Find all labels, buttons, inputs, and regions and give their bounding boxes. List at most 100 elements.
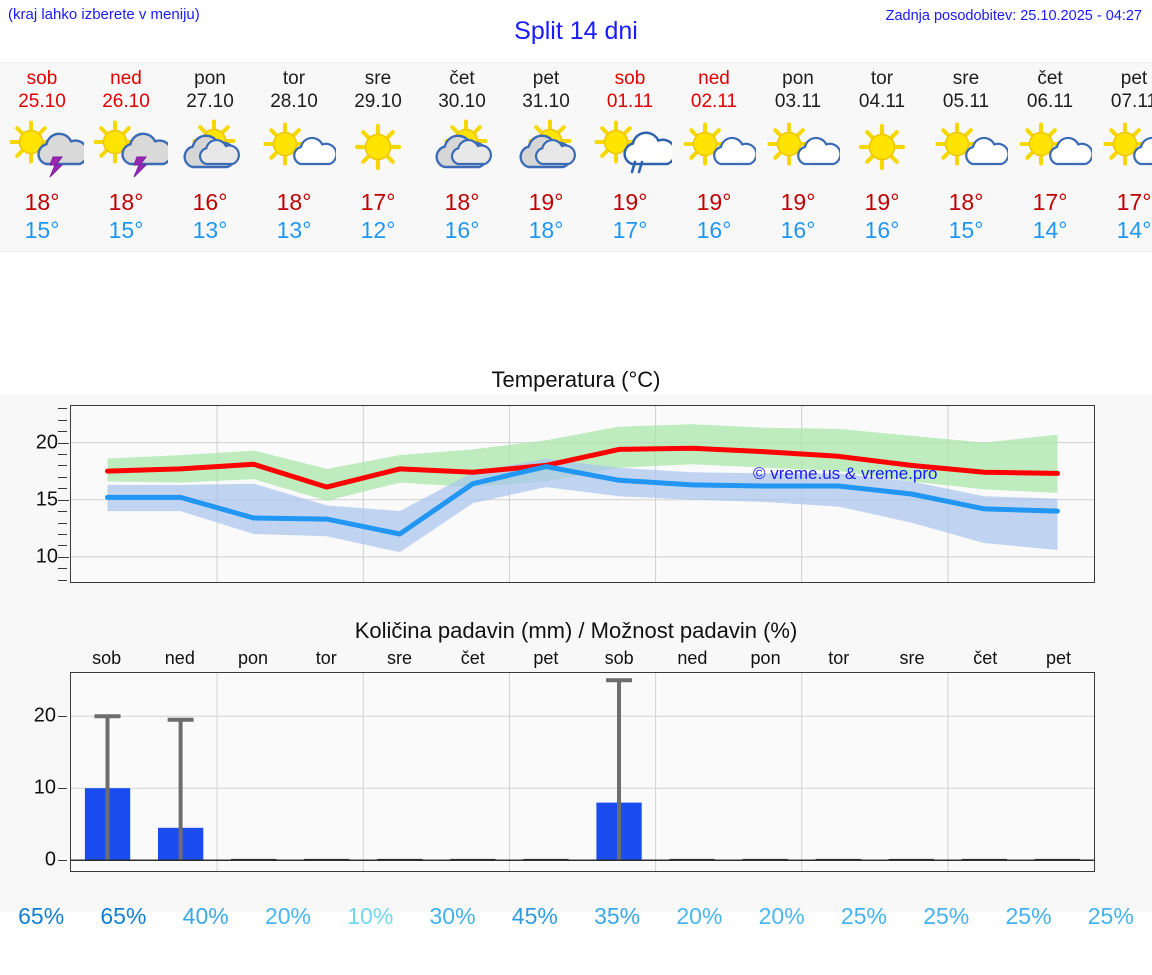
precipitation-day-label: sob bbox=[92, 648, 122, 668]
precipitation-axis-label: 10 bbox=[33, 776, 56, 799]
forecast-day-cell[interactable]: ned 26.10 18° 15° bbox=[84, 63, 168, 251]
forecast-day-cell[interactable]: ned 02.11 19° 16° bbox=[672, 63, 756, 251]
forecast-day-cell[interactable]: sre 29.10 17° 12° bbox=[336, 63, 420, 251]
sun-cloud-thunder-icon bbox=[0, 117, 84, 179]
precipitation-day-label: sob bbox=[604, 648, 634, 668]
forecast-day-cell[interactable]: sob 01.11 19° 17° bbox=[588, 63, 672, 251]
day-date-label: 01.11 bbox=[606, 91, 654, 112]
precipitation-probability-label: 25% bbox=[840, 903, 887, 929]
precipitation-y-axis: 0 10 20 bbox=[0, 672, 67, 872]
temperature-axis-tick bbox=[58, 511, 67, 513]
day-of-week-label: ned bbox=[698, 68, 730, 89]
page-title: Split 14 dni bbox=[514, 17, 638, 45]
temperature-max-label: 19° bbox=[612, 189, 648, 215]
day-of-week-label: čet bbox=[449, 68, 475, 89]
location-hint: (kraj lahko izberete v meniju) bbox=[8, 6, 200, 23]
forecast-day-cell[interactable]: pet 07.11 17° 14° bbox=[1092, 63, 1152, 251]
temperature-min-label: 13° bbox=[192, 217, 228, 243]
forecast-day-cell[interactable]: pet 31.10 19° 18° bbox=[504, 63, 588, 251]
temperature-max-label: 19° bbox=[528, 189, 564, 215]
sun-small-cloud-icon bbox=[924, 117, 1008, 179]
precipitation-plot-area bbox=[70, 672, 1095, 872]
temperature-max-label: 19° bbox=[864, 189, 900, 215]
temperature-axis-tick bbox=[58, 488, 67, 490]
sun-icon bbox=[336, 117, 420, 179]
precipitation-probability-label: 45% bbox=[511, 903, 558, 929]
precipitation-probability-label: 20% bbox=[758, 903, 805, 929]
day-date-label: 05.11 bbox=[942, 91, 990, 112]
page-header: (kraj lahko izberete v meniju) Split 14 … bbox=[0, 0, 1152, 62]
precipitation-day-label: pet bbox=[1045, 648, 1071, 668]
temperature-min-label: 15° bbox=[24, 217, 60, 243]
forecast-day-cell[interactable]: pon 27.10 16° 13° bbox=[168, 63, 252, 251]
precipitation-probability-label: 20% bbox=[264, 903, 311, 929]
day-date-label: 04.11 bbox=[858, 91, 906, 112]
day-date-label: 30.10 bbox=[438, 91, 486, 112]
temperature-axis-tick bbox=[58, 579, 67, 581]
day-date-label: 02.11 bbox=[690, 91, 738, 112]
precipitation-day-label: čet bbox=[973, 648, 998, 668]
day-of-week-label: pon bbox=[194, 68, 226, 89]
temperature-axis-tick bbox=[58, 442, 69, 444]
forecast-day-cell[interactable]: pon 03.11 19° 16° bbox=[756, 63, 840, 251]
temperature-max-label: 18° bbox=[108, 189, 144, 215]
sun-small-cloud-icon bbox=[672, 117, 756, 179]
day-of-week-label: tor bbox=[282, 68, 306, 89]
precipitation-probability-label: 40% bbox=[182, 903, 229, 929]
temperature-axis-tick bbox=[58, 568, 67, 570]
day-of-week-label: pet bbox=[532, 68, 560, 89]
temperature-y-axis: 10 15 20 bbox=[0, 405, 69, 583]
precipitation-probability-label: 25% bbox=[1005, 903, 1052, 929]
day-date-label: 31.10 bbox=[522, 91, 570, 112]
forecast-day-cell[interactable]: sob 25.10 18° 15° bbox=[0, 63, 84, 251]
precipitation-day-label: čet bbox=[460, 648, 485, 668]
sun-behind-cloud-icon bbox=[420, 117, 504, 179]
precipitation-day-label: pon bbox=[750, 648, 781, 668]
temperature-max-label: 17° bbox=[1116, 189, 1152, 215]
day-date-label: 07.11 bbox=[1110, 91, 1152, 112]
temperature-max-label: 17° bbox=[1032, 189, 1068, 215]
temperature-min-label: 13° bbox=[276, 217, 312, 243]
day-date-label: 27.10 bbox=[186, 91, 234, 112]
sun-behind-cloud-icon bbox=[168, 117, 252, 179]
temperature-min-label: 16° bbox=[864, 217, 900, 243]
day-of-week-label: sob bbox=[614, 68, 646, 89]
temperature-max-label: 19° bbox=[696, 189, 732, 215]
sun-small-cloud-icon bbox=[1008, 117, 1092, 179]
sun-behind-cloud-icon bbox=[504, 117, 588, 179]
forecast-day-cell[interactable]: sre 05.11 18° 15° bbox=[924, 63, 1008, 251]
sun-cloud-thunder-icon bbox=[84, 117, 168, 179]
precipitation-probability-label: 10% bbox=[347, 903, 394, 929]
temperature-axis-tick bbox=[58, 556, 69, 558]
day-of-week-label: ned bbox=[110, 68, 142, 89]
day-of-week-label: sre bbox=[364, 68, 392, 89]
precipitation-probability-label: 30% bbox=[429, 903, 476, 929]
day-date-label: 25.10 bbox=[18, 91, 66, 112]
day-of-week-label: sob bbox=[26, 68, 58, 89]
temperature-max-label: 18° bbox=[276, 189, 312, 215]
precipitation-day-label: pon bbox=[238, 648, 269, 668]
day-of-week-label: sre bbox=[952, 68, 980, 89]
sun-icon bbox=[840, 117, 924, 179]
day-of-week-label: čet bbox=[1037, 68, 1063, 89]
forecast-day-cell[interactable]: čet 30.10 18° 16° bbox=[420, 63, 504, 251]
precipitation-probability-row: 65% 65% 40% 20% 10% 30% 45% 35% 20% 20% 25% 25% 25% 2… bbox=[0, 903, 1152, 930]
precipitation-probability-label: 65% bbox=[100, 903, 147, 929]
day-of-week-label: tor bbox=[870, 68, 894, 89]
temperature-min-label: 18° bbox=[528, 217, 564, 243]
temperature-max-label: 18° bbox=[444, 189, 480, 215]
day-date-label: 26.10 bbox=[102, 91, 150, 112]
precipitation-probability-label: 65% bbox=[18, 903, 65, 929]
precipitation-day-label: sre bbox=[386, 648, 412, 668]
precipitation-chart-title: Količina padavin (mm) / Možnost padavin … bbox=[354, 618, 798, 643]
precipitation-day-label: ned bbox=[164, 648, 195, 668]
temperature-axis-tick bbox=[58, 476, 67, 478]
forecast-day-cell[interactable]: tor 28.10 18° 13° bbox=[252, 63, 336, 251]
temperature-axis-tick bbox=[58, 454, 67, 455]
temperature-min-label: 16° bbox=[696, 217, 732, 243]
precipitation-axis-label: 0 bbox=[44, 848, 56, 871]
day-of-week-label: pet bbox=[1120, 68, 1148, 89]
forecast-day-cell[interactable]: tor 04.11 19° 16° bbox=[840, 63, 924, 251]
forecast-day-cell[interactable]: čet 06.11 17° 14° bbox=[1008, 63, 1092, 251]
precipitation-probability-label: 20% bbox=[676, 903, 723, 929]
